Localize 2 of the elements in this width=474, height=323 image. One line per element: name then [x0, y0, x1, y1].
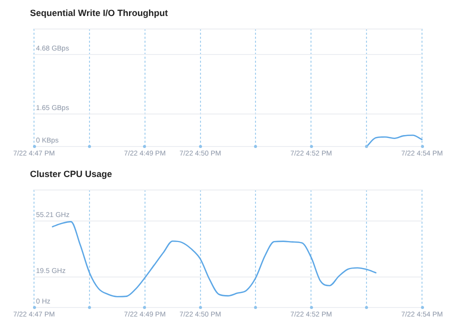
- chart-title: Sequential Write I/O Throughput: [30, 8, 168, 18]
- chart-title: Cluster CPU Usage: [30, 168, 112, 179]
